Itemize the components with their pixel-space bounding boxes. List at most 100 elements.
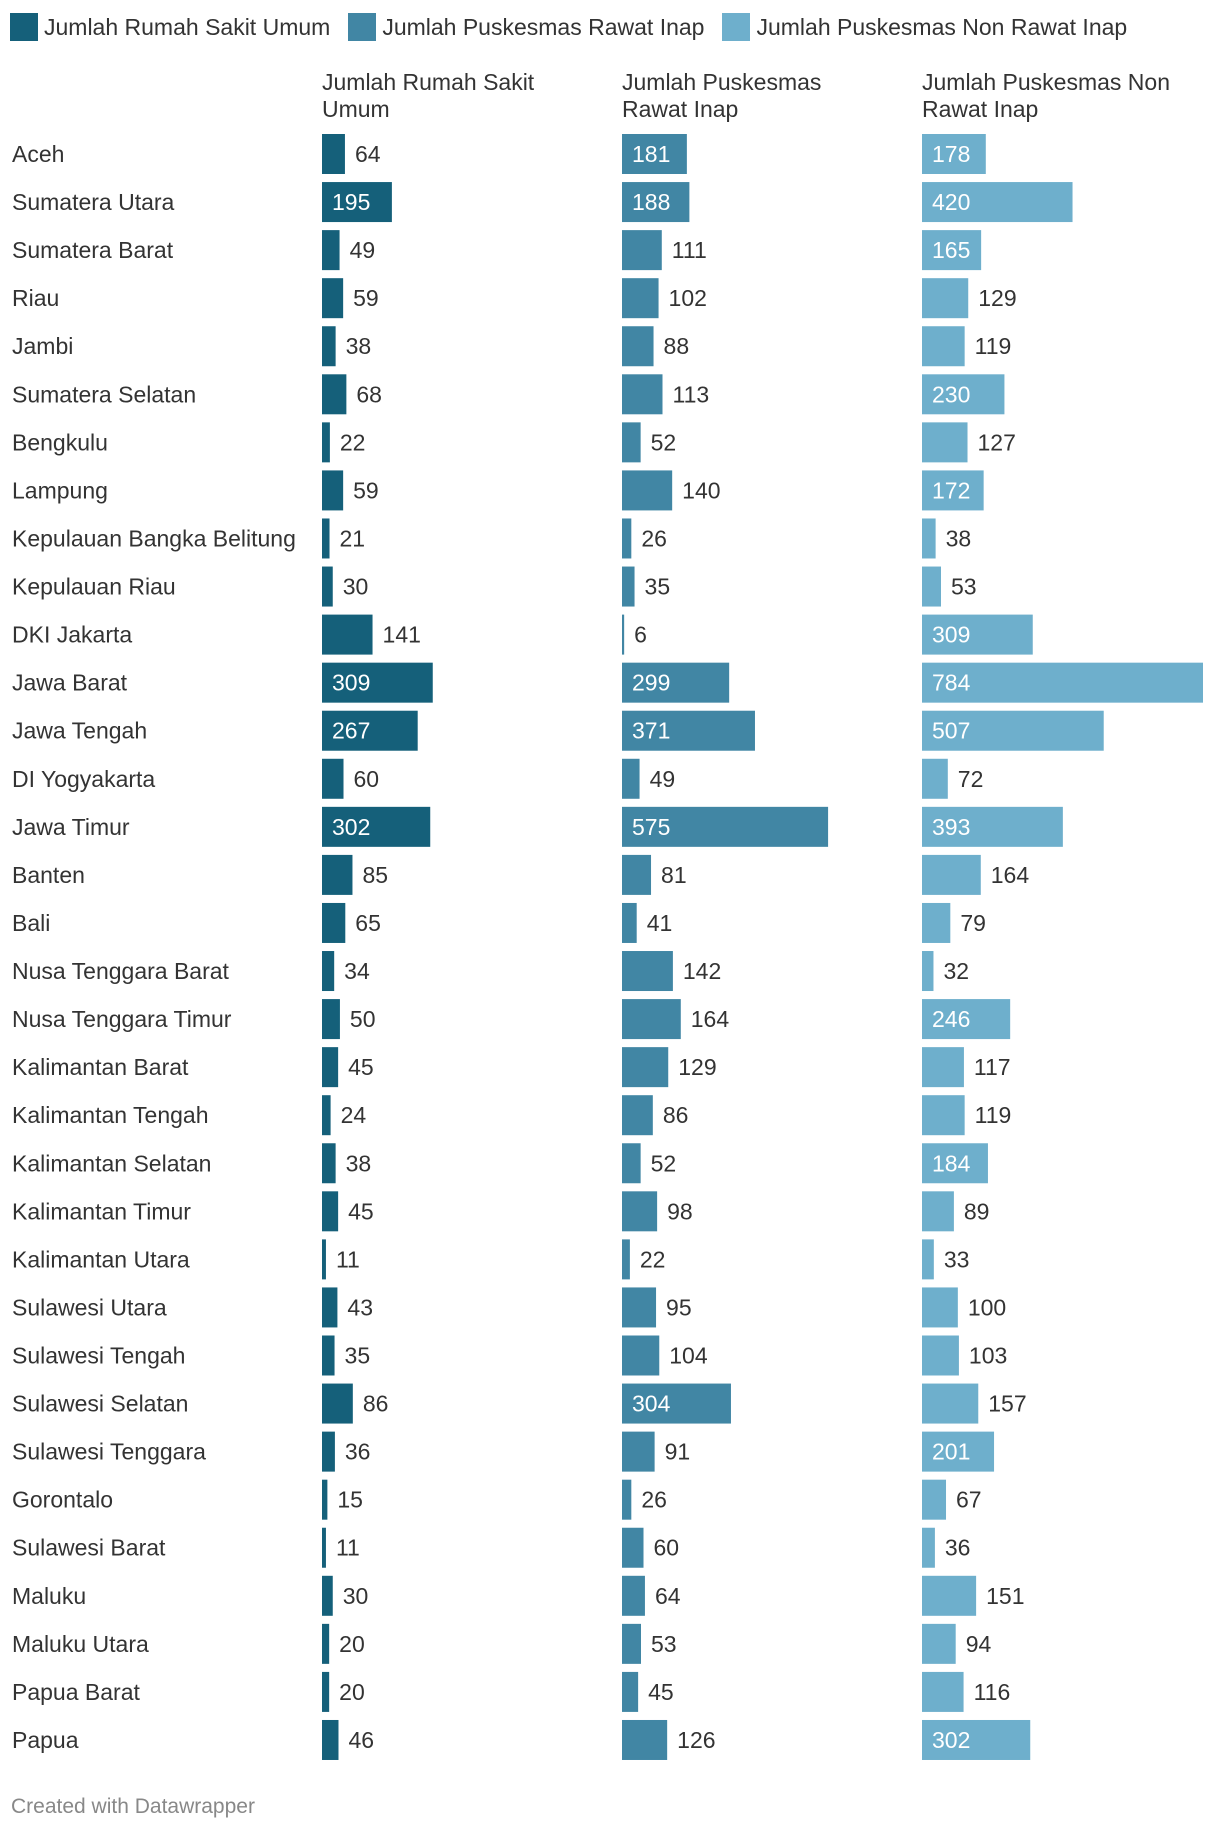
bar-3 bbox=[922, 1575, 977, 1616]
bar-2 bbox=[622, 1335, 660, 1376]
category-label: Sulawesi Utara bbox=[12, 1294, 167, 1320]
bar-3 bbox=[922, 758, 948, 799]
bar-2 bbox=[622, 1239, 630, 1280]
bar-1 bbox=[322, 1527, 326, 1568]
bar-1 bbox=[322, 1335, 335, 1376]
bar-3 bbox=[922, 1335, 959, 1376]
value-label-1: 85 bbox=[362, 862, 388, 888]
value-label-2: 49 bbox=[650, 766, 676, 792]
bar-3 bbox=[922, 1239, 934, 1280]
category-label: DI Yogyakarta bbox=[12, 766, 155, 792]
bar-3 bbox=[922, 854, 981, 895]
value-label-1: 50 bbox=[350, 1006, 376, 1032]
value-label-3: 89 bbox=[964, 1198, 990, 1224]
value-label-3: 127 bbox=[978, 429, 1016, 455]
category-label: Sulawesi Barat bbox=[12, 1535, 166, 1561]
category-label: Bengkulu bbox=[12, 429, 108, 455]
value-label-2: 26 bbox=[641, 525, 667, 551]
bar-1 bbox=[322, 422, 330, 463]
value-label-1: 267 bbox=[332, 718, 370, 744]
legend-swatch bbox=[722, 13, 751, 41]
value-label-2: 126 bbox=[677, 1727, 715, 1753]
value-label-1: 65 bbox=[355, 910, 381, 936]
value-label-3: 784 bbox=[932, 670, 971, 696]
bar-2 bbox=[622, 1287, 657, 1328]
value-label-3: 309 bbox=[932, 622, 970, 648]
column-header-2-line-1: Jumlah Puskesmas bbox=[622, 69, 821, 95]
category-label: Bali bbox=[12, 910, 50, 936]
value-label-2: 53 bbox=[651, 1631, 677, 1657]
category-label: Sumatera Selatan bbox=[12, 381, 196, 407]
bar-1 bbox=[322, 470, 344, 511]
value-label-1: 64 bbox=[355, 141, 381, 167]
value-label-1: 45 bbox=[348, 1198, 374, 1224]
category-label: Sulawesi Tenggara bbox=[12, 1439, 206, 1465]
legend-item-1: Jumlah Rumah Sakit Umum bbox=[10, 13, 330, 41]
value-label-3: 119 bbox=[975, 333, 1012, 359]
value-label-1: 43 bbox=[347, 1294, 373, 1320]
category-label: Kalimantan Selatan bbox=[12, 1150, 211, 1176]
value-label-3: 184 bbox=[932, 1150, 971, 1176]
value-label-3: 38 bbox=[946, 525, 972, 551]
bar-1 bbox=[322, 662, 433, 703]
bar-1 bbox=[322, 1143, 336, 1184]
category-label: Jawa Tengah bbox=[12, 718, 147, 744]
value-label-3: 129 bbox=[978, 285, 1016, 311]
value-label-3: 32 bbox=[943, 958, 969, 984]
value-label-2: 371 bbox=[632, 718, 670, 744]
category-label: Nusa Tenggara Barat bbox=[12, 958, 230, 984]
value-label-1: 35 bbox=[345, 1343, 371, 1369]
bar-3 bbox=[922, 278, 969, 319]
value-label-3: 507 bbox=[932, 718, 970, 744]
legend-label: Jumlah Puskesmas Non Rawat Inap bbox=[756, 13, 1128, 40]
bar-2 bbox=[622, 1575, 645, 1616]
value-label-3: 302 bbox=[932, 1727, 970, 1753]
bar-1 bbox=[322, 1479, 328, 1520]
bar-2 bbox=[622, 1431, 655, 1472]
value-label-3: 67 bbox=[956, 1487, 982, 1513]
value-label-1: 302 bbox=[332, 814, 370, 840]
value-label-3: 151 bbox=[986, 1583, 1024, 1609]
value-label-1: 30 bbox=[343, 574, 369, 600]
value-label-2: 6 bbox=[634, 622, 647, 648]
category-label: Gorontalo bbox=[12, 1487, 113, 1513]
credit-text[interactable]: Created with Datawrapper bbox=[11, 1795, 255, 1818]
value-label-1: 24 bbox=[341, 1102, 367, 1128]
value-label-2: 142 bbox=[683, 958, 721, 984]
legend-label: Jumlah Rumah Sakit Umum bbox=[44, 13, 331, 40]
value-label-3: 100 bbox=[968, 1294, 1006, 1320]
value-label-1: 59 bbox=[353, 285, 379, 311]
bar-2 bbox=[622, 518, 632, 559]
value-label-3: 72 bbox=[958, 766, 984, 792]
bar-3 bbox=[922, 662, 1203, 703]
bar-2 bbox=[622, 278, 659, 319]
bar-3 bbox=[922, 182, 1073, 223]
legend-label: Jumlah Puskesmas Rawat Inap bbox=[382, 13, 705, 40]
category-label: Maluku Utara bbox=[12, 1631, 149, 1657]
bar-1 bbox=[322, 902, 346, 943]
category-label: Maluku bbox=[12, 1583, 86, 1609]
value-label-1: 30 bbox=[343, 1583, 369, 1609]
bar-1 bbox=[322, 1623, 330, 1664]
category-label: Sumatera Barat bbox=[12, 237, 174, 263]
value-label-1: 195 bbox=[332, 189, 370, 215]
bar-1 bbox=[322, 374, 347, 415]
bar-2 bbox=[622, 1623, 641, 1664]
bar-1 bbox=[322, 854, 353, 895]
bar-2 bbox=[622, 1095, 653, 1136]
value-label-3: 157 bbox=[988, 1391, 1026, 1417]
bar-1 bbox=[322, 999, 340, 1040]
value-label-1: 309 bbox=[332, 670, 370, 696]
value-label-2: 140 bbox=[682, 477, 720, 503]
bar-2 bbox=[622, 1047, 669, 1088]
category-label: DKI Jakarta bbox=[12, 622, 132, 648]
value-label-2: 41 bbox=[647, 910, 673, 936]
value-label-3: 117 bbox=[974, 1054, 1011, 1080]
bar-3 bbox=[922, 1479, 947, 1520]
category-label: Kepulauan Riau bbox=[12, 574, 176, 600]
value-label-3: 420 bbox=[932, 189, 970, 215]
legend-item-3: Jumlah Puskesmas Non Rawat Inap bbox=[722, 13, 1127, 41]
value-label-1: 11 bbox=[336, 1535, 360, 1561]
bar-3 bbox=[922, 1527, 935, 1568]
